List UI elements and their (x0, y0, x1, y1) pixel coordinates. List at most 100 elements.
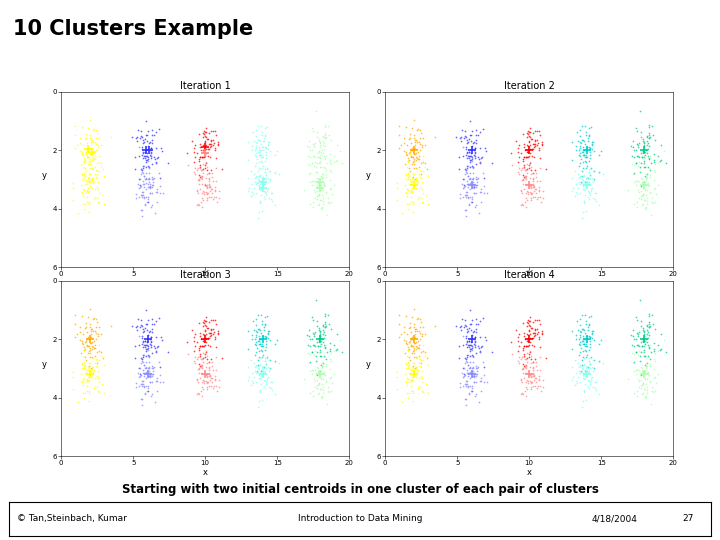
Point (572, 326, 584, 335)
Point (197, 153, 208, 162)
Point (86, 155, 98, 164)
Point (93, 134, 104, 143)
Point (408, 158, 419, 167)
Point (401, 381, 413, 389)
Point (402, 359, 414, 368)
Point (194, 342, 205, 350)
Point (86, 325, 98, 334)
Point (334, 146, 346, 155)
Point (467, 142, 478, 151)
Point (146, 328, 158, 336)
Point (325, 156, 336, 165)
Point (309, 143, 320, 152)
Point (518, 373, 530, 382)
Point (84, 366, 95, 374)
Point (309, 140, 320, 149)
Point (84, 158, 95, 167)
Point (255, 341, 266, 350)
Point (408, 182, 420, 191)
Point (250, 138, 261, 146)
Point (405, 167, 416, 176)
Point (577, 324, 588, 333)
Point (467, 173, 479, 182)
Point (259, 357, 271, 366)
Point (642, 334, 654, 343)
Point (414, 185, 426, 193)
Point (466, 131, 477, 140)
Point (315, 337, 327, 346)
Point (518, 153, 529, 161)
Point (524, 140, 536, 149)
Point (410, 330, 421, 339)
Point (92, 387, 104, 395)
Point (309, 194, 320, 202)
Point (138, 162, 149, 171)
Point (459, 131, 471, 140)
Point (147, 367, 158, 375)
Point (313, 348, 325, 356)
Point (204, 187, 216, 195)
Point (525, 313, 536, 321)
Point (199, 348, 211, 356)
Point (261, 363, 272, 372)
Point (639, 326, 650, 335)
Point (307, 315, 319, 324)
Point (199, 164, 211, 173)
Point (80, 134, 91, 143)
Point (643, 309, 654, 318)
Point (530, 185, 541, 193)
Point (145, 147, 156, 156)
Point (85, 150, 96, 158)
Point (319, 343, 330, 352)
Point (580, 191, 591, 199)
Point (577, 179, 588, 187)
Point (636, 195, 647, 204)
Point (260, 333, 271, 341)
Point (469, 327, 480, 336)
Point (464, 156, 476, 165)
Point (266, 377, 278, 386)
Point (637, 348, 649, 356)
Point (146, 390, 158, 399)
Point (254, 185, 266, 193)
Point (140, 192, 152, 201)
Point (87, 314, 99, 323)
Point (133, 373, 145, 381)
Point (577, 336, 589, 345)
Point (523, 126, 534, 135)
Point (196, 172, 207, 180)
Point (148, 320, 160, 329)
Point (577, 360, 588, 369)
Point (311, 338, 323, 347)
Point (189, 144, 200, 152)
Point (322, 348, 333, 356)
Point (585, 185, 596, 193)
Point (413, 383, 424, 392)
Point (84, 200, 95, 208)
Point (460, 400, 472, 409)
Point (89, 343, 100, 352)
Point (534, 153, 546, 162)
Point (643, 141, 654, 150)
Point (527, 318, 539, 327)
Point (328, 341, 339, 349)
Point (525, 338, 536, 346)
Point (649, 345, 660, 354)
Point (467, 351, 479, 360)
Point (258, 131, 270, 140)
Point (405, 187, 417, 195)
Point (586, 327, 598, 335)
Point (407, 376, 418, 385)
Point (261, 185, 272, 193)
Point (87, 153, 99, 162)
Point (626, 152, 638, 160)
Point (519, 335, 531, 343)
Point (142, 180, 153, 189)
Point (206, 355, 217, 363)
Point (271, 336, 282, 345)
Point (189, 141, 201, 150)
Point (408, 207, 419, 216)
Point (413, 170, 425, 178)
Point (405, 365, 416, 374)
Point (414, 146, 426, 154)
